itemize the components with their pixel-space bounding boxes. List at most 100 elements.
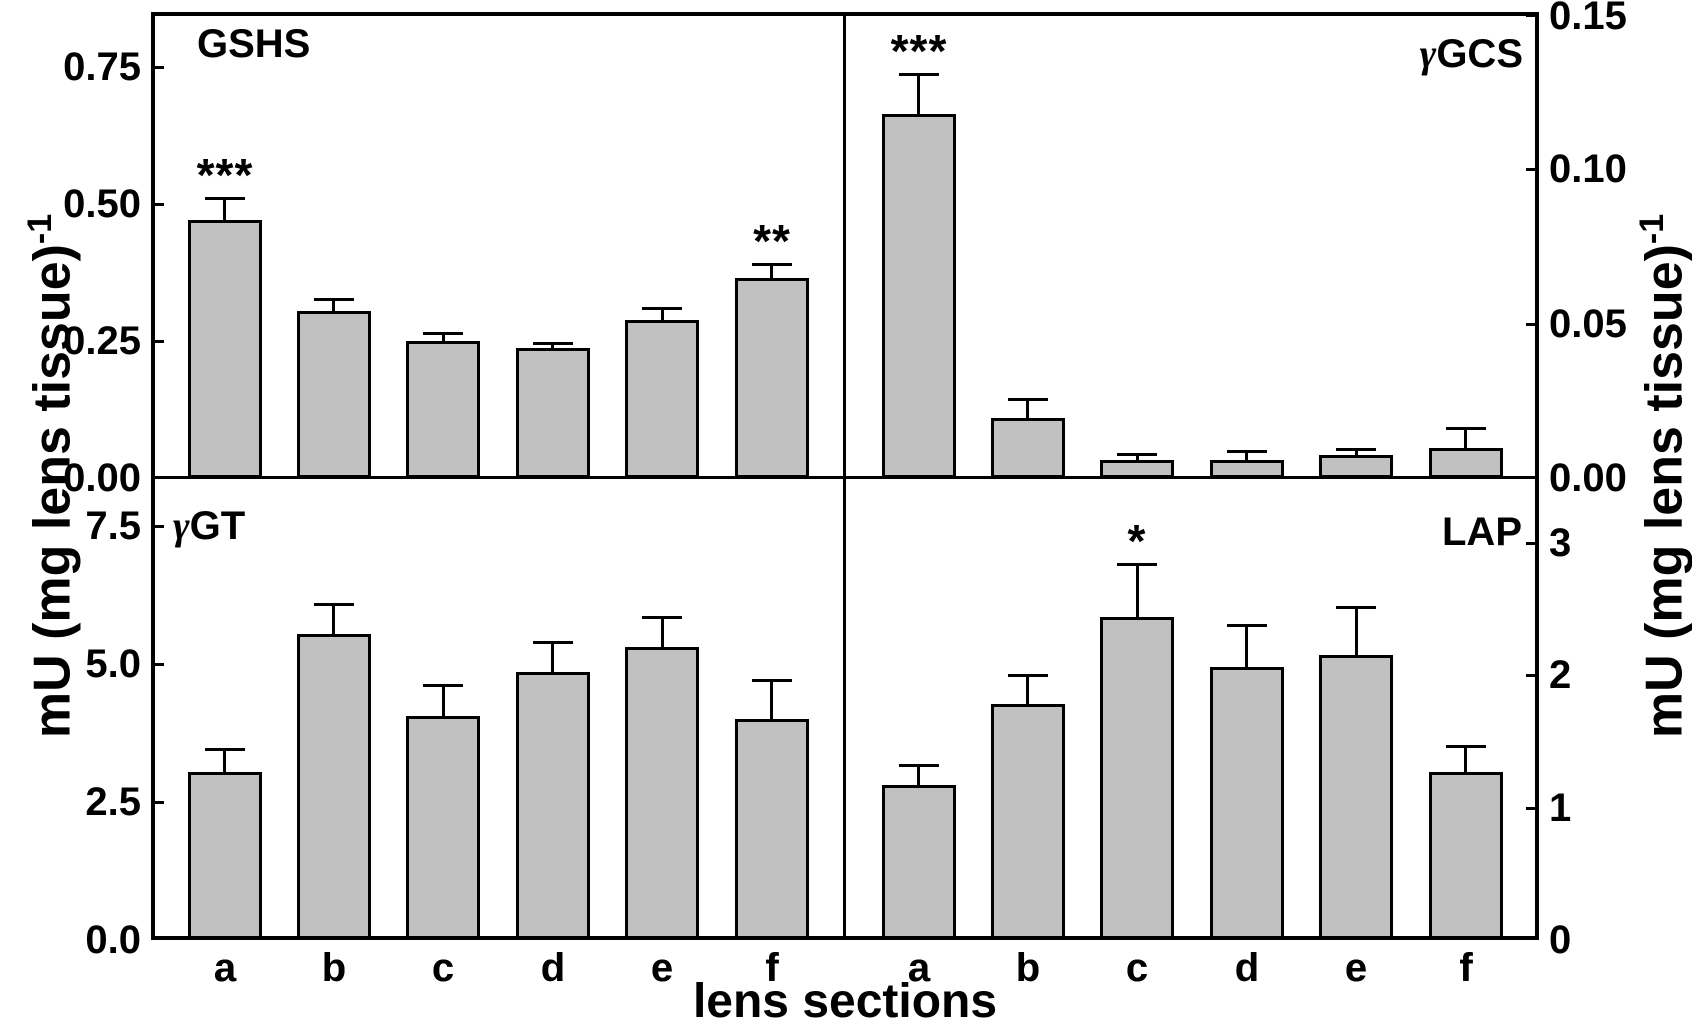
bar-ggcs-b [991, 418, 1065, 478]
bar-ggt-e [625, 647, 699, 940]
y-tick-label-0.00: 0.00 [1549, 456, 1627, 500]
x-category-label-lap-d: d [1234, 946, 1260, 990]
error-bar-line [917, 765, 920, 785]
error-bar-line [1245, 625, 1248, 667]
panel-title-ggcs: γGCS [1419, 31, 1523, 76]
bar-ggt-a [188, 772, 262, 940]
x-category-label-ggt-b: b [321, 946, 347, 990]
error-bar-line [1355, 449, 1358, 455]
error-bar-cap [314, 603, 354, 606]
significance-marker-lap-c: * [1127, 515, 1147, 567]
error-bar-cap [1446, 427, 1486, 430]
x-category-label-ggt-c: c [431, 946, 455, 990]
x-category-label-lap-b: b [1015, 946, 1041, 990]
error-bar-line [770, 680, 773, 719]
error-bar-cap [642, 307, 682, 310]
y-tick-label-0.05: 0.05 [1549, 302, 1627, 346]
bar-lap-a [882, 785, 956, 940]
left-y-axis-title-text: mU (mg lens tissue) [23, 244, 82, 739]
right-y-axis-title-text: mU (mg lens tissue) [1635, 244, 1692, 739]
error-bar-cap [423, 332, 463, 335]
error-bar-cap [1117, 563, 1157, 566]
x-category-label-ggt-a: a [213, 946, 237, 990]
bar-ggcs-f [1429, 448, 1503, 478]
error-bar-cap [1227, 624, 1267, 627]
error-bar-line [223, 198, 226, 220]
bar-lap-d [1210, 667, 1284, 940]
y-tick-label-3: 3 [1549, 521, 1572, 565]
x-category-label-gshs-c: c [431, 946, 455, 990]
y-tick-mark [1526, 674, 1539, 677]
x-category-label-gshs-f: f [765, 946, 779, 990]
error-bar-cap [1117, 453, 1157, 456]
bar-ggt-f [735, 719, 809, 940]
error-bar-cap [899, 764, 939, 767]
y-tick-label-0.10: 0.10 [1549, 147, 1627, 191]
x-category-label-ggcs-a: a [907, 946, 931, 990]
significance-marker-gshs-f: ** [753, 215, 791, 267]
error-bar-line [1136, 564, 1139, 617]
error-bar-cap [752, 263, 792, 266]
error-bar-line [1464, 746, 1467, 772]
error-bar-cap [533, 641, 573, 644]
error-bar-line [551, 343, 554, 348]
right-y-axis-title: mU (mg lens tissue)-1 [1622, 126, 1692, 826]
y-tick-mark [151, 663, 164, 666]
error-bar-line [1136, 454, 1139, 460]
bar-ggcs-a [882, 114, 956, 478]
bar-ggt-c [406, 716, 480, 940]
error-bar-line [1464, 428, 1467, 448]
x-category-label-ggcs-c: c [1125, 946, 1149, 990]
bar-gshs-b [297, 311, 371, 478]
bar-lap-b [991, 704, 1065, 940]
y-tick-label-2: 2 [1549, 653, 1572, 697]
x-category-label-lap-a: a [907, 946, 931, 990]
error-bar-cap [1008, 398, 1048, 401]
panel-ggt: γGT [151, 478, 845, 940]
panel-title-gshs: GSHS [197, 22, 311, 66]
bar-ggcs-d [1210, 460, 1284, 478]
x-category-label-lap-c: c [1125, 946, 1149, 990]
bar-ggt-b [297, 634, 371, 940]
x-category-label-lap-f: f [1459, 946, 1473, 990]
bar-lap-f [1429, 772, 1503, 940]
y-tick-label-0.50: 0.50 [63, 182, 141, 226]
error-bar-cap [1446, 745, 1486, 748]
y-tick-mark [1526, 807, 1539, 810]
x-category-label-gshs-b: b [321, 946, 347, 990]
x-category-label-lap-e: e [1344, 946, 1368, 990]
bar-gshs-d [516, 348, 590, 478]
y-tick-mark [151, 66, 164, 69]
error-bar-line [1026, 675, 1029, 704]
error-bar-line [442, 685, 445, 716]
error-bar-cap [1336, 448, 1376, 451]
error-bar-cap [899, 73, 939, 76]
y-tick-mark [151, 525, 164, 528]
error-bar-line [1355, 607, 1358, 655]
y-tick-label-0.00: 0.00 [63, 456, 141, 500]
error-bar-cap [205, 748, 245, 751]
y-tick-mark [1526, 14, 1539, 17]
y-tick-label-5.0: 5.0 [85, 642, 141, 686]
y-tick-label-0.25: 0.25 [63, 319, 141, 363]
y-tick-mark [1526, 542, 1539, 545]
panel-gshs: GSHS *** ** [151, 12, 845, 478]
y-tick-label-7.5: 7.5 [85, 504, 141, 548]
left-y-axis-title: mU (mg lens tissue)-1 [10, 126, 81, 826]
error-bar-cap [1008, 674, 1048, 677]
y-tick-label-0.0: 0.0 [85, 918, 141, 962]
error-bar-line [332, 604, 335, 634]
x-category-label-gshs-d: d [540, 946, 566, 990]
right-y-axis-title-superscript: -1 [1633, 213, 1671, 245]
error-bar-cap [1227, 450, 1267, 453]
left-y-axis-title-superscript: -1 [21, 213, 59, 245]
x-category-label-ggcs-f: f [1459, 946, 1473, 990]
error-bar-cap [314, 298, 354, 301]
bar-lap-e [1319, 655, 1393, 940]
panel-lap: LAP * [845, 478, 1539, 940]
y-tick-label-2.5: 2.5 [85, 780, 141, 824]
bar-ggt-d [516, 672, 590, 940]
bar-gshs-e [625, 320, 699, 478]
error-bar-cap [423, 684, 463, 687]
